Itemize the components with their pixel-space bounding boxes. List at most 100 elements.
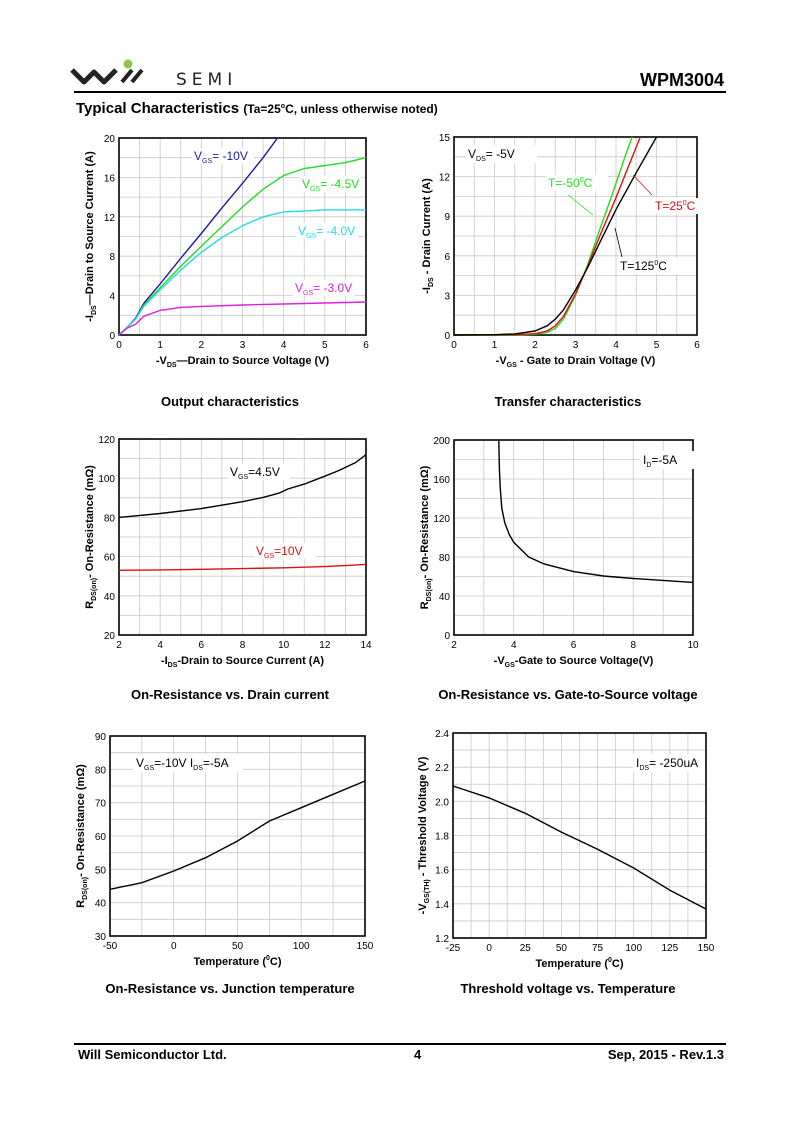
x-tick-label: -50 [103,941,118,952]
x-tick-label: 0 [486,943,492,954]
y-tick-label: 160 [433,475,450,486]
label-pointer [614,227,623,258]
series-label-part: GS [310,186,320,193]
series-label: VGS​=10V [256,544,303,560]
series-label-part: 0 [683,200,687,207]
x-axis-label-part: 0 [608,957,612,964]
x-tick-label: 8 [630,640,636,651]
y-tick-label: 80 [104,513,116,524]
x-tick-label: 2 [451,640,457,651]
series-line-0 [498,439,694,584]
y-axis-label-part: DS [91,305,98,315]
chart-annotation-part: =-5A [203,756,229,770]
series-label-part: V [302,177,310,191]
x-axis-label-part: -Gate to Source Voltage(V) [515,655,654,667]
logo-text: SEMI [176,70,238,90]
x-tick-label: 5 [322,340,328,351]
series-label: VGS​=4.5V [230,465,280,481]
section-title-text: Typical Characteristics [76,100,240,117]
y-tick-label: 120 [98,435,115,446]
y-tick-label: 15 [439,133,451,144]
series-label-part: C [687,199,696,213]
y-axis-label-part: -I [421,287,433,294]
footer-page: 4 [414,1047,422,1062]
y-tick-label: 0 [109,331,115,342]
y-tick-label: 60 [95,832,107,843]
series-label-part: = -4.0V [316,224,355,238]
x-tick-label: 14 [360,640,372,651]
y-axis-label-part: —Drain to Source Current (A) [84,151,96,305]
plot-frame [452,732,707,939]
y-axis-label: -VGS(TH)​ - Threshold Voltage (V) [417,756,431,914]
y-axis-label: RDS(on)​- On-Resistance (mΩ) [419,465,433,609]
series-label-part: GS [264,553,274,560]
series-label-part: V [295,281,303,295]
x-axis-label-part: Temperature ( [535,958,608,970]
chart-annotation-part: = -250uA [649,756,698,770]
x-tick-label: 6 [363,340,369,351]
y-axis-label-part: - On-Resistance (mΩ) [419,465,431,578]
y-axis-label-part: - On-Resistance (mΩ) [75,764,87,877]
x-tick-label: 25 [520,943,532,954]
x-axis-label-part: -V [494,655,506,667]
chart-annotation-part: V [136,756,144,770]
y-tick-label: 4 [109,292,115,303]
company-logo [68,58,178,88]
series-label: T=250​C [655,199,696,213]
y-axis-label: RDS(on)​- On-Resistance (mΩ) [75,764,89,908]
series-label-part: 0 [580,177,584,184]
y-tick-label: 30 [95,932,107,943]
x-tick-label: 100 [625,943,642,954]
series-label-part: T=125 [620,259,655,273]
series-label-part: C [658,259,667,273]
x-axis-label-part: -Drain to Source Current (A) [177,655,324,667]
y-tick-label: 80 [439,553,451,564]
y-axis-label-part: R [75,900,87,908]
series-label-part: =4.5V [248,465,280,479]
plot-frame [118,137,367,336]
series-label-part: V [194,149,202,163]
y-tick-label: 1.2 [435,934,449,945]
y-axis-label: -IDS​—Drain to Source Current (A) [84,151,98,322]
x-axis-label-part: 0 [266,955,270,962]
condition-post: C, unless otherwise noted) [285,102,438,116]
x-tick-label: 1 [157,340,163,351]
series-label-bg [653,198,715,214]
caption-output: Output characteristics [161,394,299,409]
y-tick-label: 40 [439,592,451,603]
chart-annotation: ID​=-5A [643,453,677,469]
series-label-part: GS [306,233,316,240]
x-axis-label-part: GS [507,362,517,369]
x-axis-label: -VGS​ - Gate to Drain Voltage (V) [496,355,656,369]
x-tick-label: 2 [116,640,122,651]
series-label-part: V [256,544,264,558]
chart-vth-vs-temp: -25 0 25 50 75 100 125 150 1.2 1.4 1.6 1.8 2.0 2.2 2.4… [417,729,715,970]
x-tick-label: 0 [171,941,177,952]
x-tick-label: 5 [654,340,660,351]
chart-annotation-part: I [636,756,639,770]
x-axis-label-part: DS [168,662,178,669]
x-tick-label: 4 [281,340,287,351]
series-label: VGS​= -3.0V [295,281,352,297]
plot-frame [453,439,694,636]
footer-revision: Sep, 2015 - Rev.1.3 [607,1047,724,1062]
series-label-bg [192,148,254,164]
series-label-part: = -10V [212,149,248,163]
y-tick-label: 40 [95,899,107,910]
label-pointer [632,174,653,196]
y-axis-label-part: GS(TH) [424,879,431,903]
y-axis-label-part: DS(on) [82,877,89,900]
y-tick-label: 6 [444,252,450,263]
x-tick-label: 4 [157,640,163,651]
annotation-bg [640,451,712,469]
x-axis-label: Temperature (0​C) [193,955,281,968]
series-line-1 [118,563,367,571]
y-tick-label: 20 [104,631,116,642]
y-tick-label: 12 [104,213,116,224]
x-tick-label: 0 [116,340,122,351]
x-axis-label: -IDS​-Drain to Source Current (A) [161,655,324,669]
y-axis-label-part: DS(on) [91,578,98,601]
series-label-part: =10V [274,544,302,558]
